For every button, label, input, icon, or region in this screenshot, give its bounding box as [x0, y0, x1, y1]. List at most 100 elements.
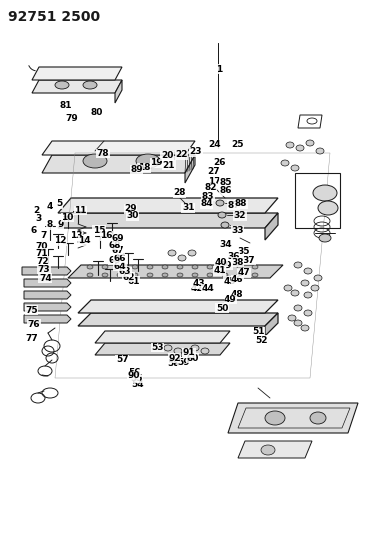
- Text: 86: 86: [220, 187, 232, 195]
- Text: 92: 92: [169, 354, 181, 362]
- Ellipse shape: [164, 345, 172, 351]
- Ellipse shape: [147, 273, 153, 277]
- Text: 11: 11: [74, 206, 87, 215]
- Text: 12: 12: [55, 237, 67, 245]
- Text: 45: 45: [223, 277, 236, 286]
- Ellipse shape: [296, 145, 304, 151]
- Ellipse shape: [201, 348, 209, 354]
- Ellipse shape: [102, 265, 108, 269]
- Text: 44: 44: [202, 285, 215, 293]
- Ellipse shape: [216, 200, 224, 206]
- Text: 30: 30: [126, 212, 139, 220]
- Ellipse shape: [162, 265, 168, 269]
- Text: 57: 57: [116, 356, 128, 364]
- Text: 74: 74: [39, 274, 52, 282]
- Text: 71: 71: [35, 249, 48, 257]
- Text: 25: 25: [231, 141, 243, 149]
- Polygon shape: [68, 265, 283, 278]
- Text: 47: 47: [237, 269, 250, 277]
- Polygon shape: [228, 403, 358, 433]
- Ellipse shape: [314, 275, 322, 281]
- Text: 63: 63: [119, 268, 131, 276]
- Ellipse shape: [316, 148, 324, 154]
- Ellipse shape: [265, 411, 285, 425]
- Ellipse shape: [174, 348, 182, 354]
- Text: 92751 2500: 92751 2500: [8, 10, 100, 24]
- Text: 10: 10: [61, 213, 73, 222]
- Text: 6: 6: [30, 226, 36, 235]
- Text: 79: 79: [66, 114, 79, 123]
- Text: 7: 7: [40, 231, 46, 240]
- Text: 72: 72: [37, 257, 49, 265]
- Polygon shape: [265, 313, 278, 336]
- Ellipse shape: [87, 273, 93, 277]
- Polygon shape: [58, 213, 278, 228]
- Polygon shape: [24, 303, 71, 311]
- Text: 76: 76: [28, 320, 40, 328]
- Ellipse shape: [177, 265, 183, 269]
- Ellipse shape: [319, 234, 331, 242]
- Ellipse shape: [191, 345, 199, 351]
- Text: 55: 55: [130, 374, 142, 383]
- Ellipse shape: [301, 280, 309, 286]
- Ellipse shape: [177, 273, 183, 277]
- Ellipse shape: [192, 265, 198, 269]
- Ellipse shape: [291, 290, 299, 296]
- Ellipse shape: [207, 273, 213, 277]
- Polygon shape: [22, 267, 71, 275]
- Text: 59: 59: [177, 358, 190, 367]
- Ellipse shape: [221, 222, 229, 228]
- Text: 8: 8: [47, 221, 53, 229]
- Polygon shape: [42, 155, 195, 173]
- Ellipse shape: [132, 265, 138, 269]
- Ellipse shape: [192, 273, 198, 277]
- Ellipse shape: [83, 81, 97, 89]
- Ellipse shape: [304, 268, 312, 274]
- Ellipse shape: [294, 262, 302, 268]
- Text: 58: 58: [167, 359, 180, 368]
- Ellipse shape: [102, 273, 108, 277]
- Ellipse shape: [261, 445, 275, 455]
- Text: 35: 35: [238, 247, 250, 256]
- Ellipse shape: [207, 265, 213, 269]
- Ellipse shape: [83, 154, 107, 168]
- Polygon shape: [78, 300, 278, 313]
- Polygon shape: [238, 441, 312, 458]
- Ellipse shape: [313, 185, 337, 201]
- Text: 49: 49: [224, 295, 237, 304]
- Text: 64: 64: [114, 262, 126, 271]
- Text: 5: 5: [56, 199, 63, 208]
- Ellipse shape: [252, 273, 258, 277]
- Text: 21: 21: [163, 161, 175, 169]
- Polygon shape: [32, 67, 122, 80]
- Ellipse shape: [117, 273, 123, 277]
- Polygon shape: [32, 80, 122, 93]
- Text: 3: 3: [35, 214, 41, 223]
- Text: 52: 52: [255, 336, 267, 344]
- Text: 22: 22: [175, 150, 187, 159]
- Polygon shape: [115, 80, 122, 103]
- Ellipse shape: [304, 310, 312, 316]
- Text: 26: 26: [214, 158, 226, 167]
- Ellipse shape: [181, 352, 189, 358]
- Text: 19: 19: [151, 158, 163, 167]
- Text: 50: 50: [216, 304, 228, 312]
- Text: 33: 33: [231, 226, 243, 235]
- Text: 37: 37: [243, 256, 255, 264]
- Ellipse shape: [306, 140, 314, 146]
- Text: 75: 75: [25, 306, 38, 314]
- Ellipse shape: [252, 265, 258, 269]
- Ellipse shape: [132, 273, 138, 277]
- Ellipse shape: [281, 160, 289, 166]
- Text: 70: 70: [35, 242, 48, 251]
- Text: 54: 54: [131, 381, 144, 389]
- Text: 20: 20: [161, 151, 173, 160]
- Text: 23: 23: [190, 148, 202, 156]
- Ellipse shape: [178, 255, 186, 261]
- Text: 2: 2: [33, 206, 40, 215]
- Ellipse shape: [318, 201, 338, 215]
- Polygon shape: [95, 331, 230, 343]
- Text: 87: 87: [227, 201, 240, 209]
- Text: 40: 40: [215, 258, 227, 266]
- Polygon shape: [42, 141, 195, 155]
